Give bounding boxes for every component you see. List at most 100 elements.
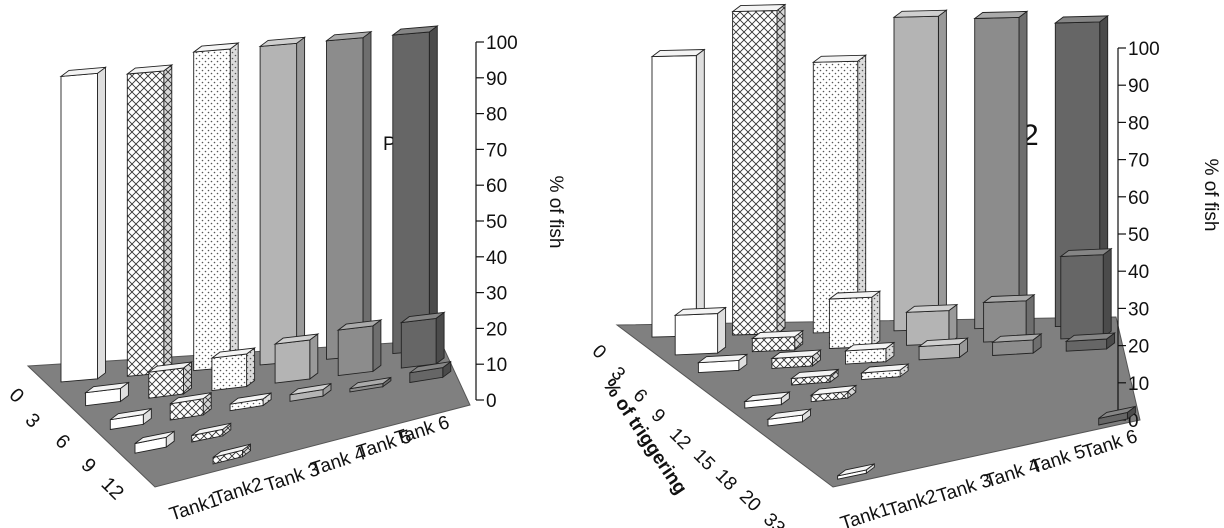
bar-top [192,42,240,53]
z-tick-label: 20 [486,319,507,340]
triggering-label: 0 [5,384,28,407]
bar-top [134,430,175,444]
bar-side [937,9,947,331]
z-tick-label: 0 [486,391,497,412]
bar-front [1060,254,1104,340]
triggering-label: 3 [21,409,44,432]
bar-top [399,311,446,324]
triggering-label: 15 [689,445,719,475]
tank-label: Tank2 [885,486,940,522]
bar [809,384,858,403]
z-axis-title-p2: % of fish [1200,159,1221,232]
bar-top [289,383,332,396]
bar-side [428,25,438,352]
bar-top [790,368,840,379]
z-tick-label: 40 [486,248,507,269]
z-tick-label: 50 [1128,225,1149,246]
bars-p1 [59,25,452,465]
bar-side [948,303,958,345]
bar-side [362,30,372,358]
bar-side [296,36,306,363]
bar-top [837,463,875,477]
bar-front [60,72,98,383]
bar [650,48,706,338]
bar [731,3,787,336]
bar-top [1053,15,1110,24]
bar [336,318,383,377]
bar [349,376,392,393]
z-tick-label: 30 [1128,299,1149,320]
bar-side [309,333,319,380]
bar-top [770,349,822,360]
bar [1059,247,1113,340]
bar-top [750,330,805,340]
bar [109,407,152,431]
z-axis-p2: 0 10 20 30 40 50 60 70 80 90 100 % of fish [1117,39,1221,432]
bar-front [259,42,298,366]
bar-side [776,3,786,335]
bar-top [191,422,232,436]
bar-top [59,66,108,77]
bar-front [274,339,311,384]
bar [750,329,805,353]
bar [258,36,307,366]
bar [743,391,791,409]
bar-top [212,443,251,458]
z-tick-label: 70 [1128,151,1149,172]
bar-front [732,10,778,336]
bar-top [811,54,868,63]
bar [59,66,108,383]
bar [273,333,320,384]
z-axis-title-p1: % of fish [545,176,566,249]
bar [696,353,749,374]
z-tick-label: 90 [486,69,507,90]
bar-top [409,361,452,374]
bar-side [857,54,867,333]
bar [766,408,813,427]
bar-top [982,294,1036,304]
bar [210,347,257,392]
triggering-label: 9 [77,454,100,477]
bar-side [246,347,256,388]
bar [125,64,174,377]
tank-label: Tank2 [211,474,266,510]
bar-front [893,15,939,332]
bar-front [126,70,165,377]
bar [917,337,969,361]
bar-top [809,384,858,396]
bar-top [696,353,749,364]
bar-front [674,313,719,356]
bar-top [844,341,896,352]
bar-top [991,333,1043,343]
bar [973,10,1029,330]
z-tick-label: 40 [1128,262,1149,283]
bar [229,392,272,412]
triggering-label: 12 [665,424,695,454]
bar-top [229,392,272,405]
bar-front [148,367,184,399]
bar-top [147,361,194,373]
bar-side [871,290,881,348]
triggering-label: 6 [51,430,74,453]
z-axis-p1: 0 10 20 30 40 50 60 70 80 90 100 % of fish [475,33,566,412]
bar-top [917,337,969,348]
tank-label: Tank 5 [1028,441,1088,478]
bar [790,368,840,386]
bar-top [110,408,152,421]
bar-top [349,377,392,390]
bar [192,42,240,372]
bar-top [273,333,320,345]
bar-front [400,317,437,369]
z-tick-label: 100 [486,33,518,54]
bar-side [435,311,445,365]
bar-top [973,10,1029,19]
bar-front [651,55,697,338]
bar [191,422,232,443]
z-tick-label: 60 [1128,188,1149,209]
bar [147,361,194,399]
triggering-label: 9 [647,405,669,427]
bar [324,30,373,360]
bar-front [337,325,374,377]
